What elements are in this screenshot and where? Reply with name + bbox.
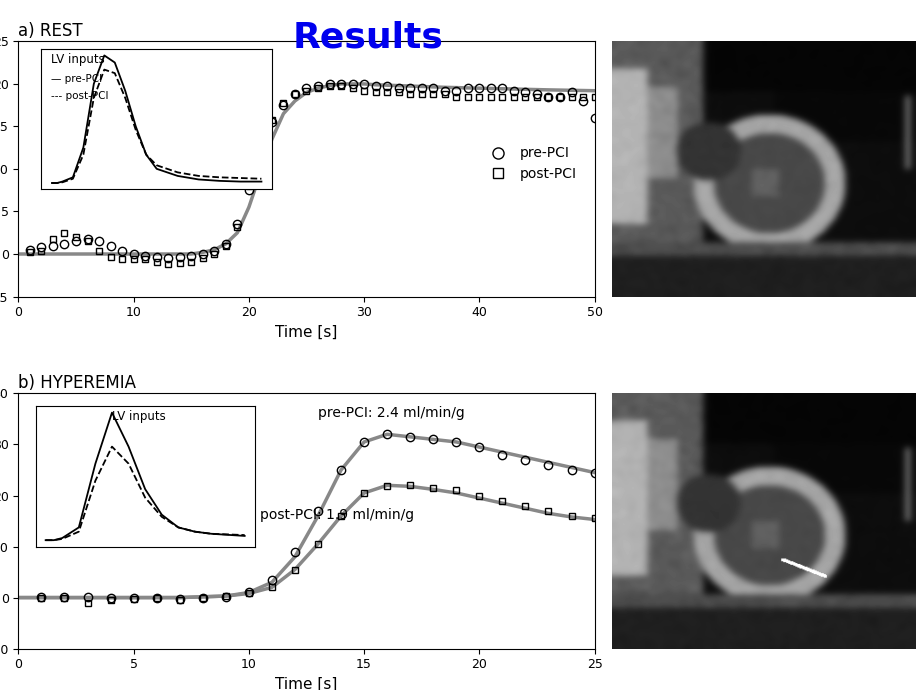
X-axis label: Time [s]: Time [s]: [275, 325, 337, 339]
Legend: pre-PCI, post-PCI: pre-PCI, post-PCI: [479, 141, 581, 187]
Text: pre-PCI: 2.4 ml/min/g: pre-PCI: 2.4 ml/min/g: [318, 406, 464, 420]
Text: a) REST: a) REST: [18, 22, 83, 40]
Text: b) HYPEREMIA: b) HYPEREMIA: [18, 374, 136, 392]
X-axis label: Time [s]: Time [s]: [275, 677, 337, 690]
Text: post-PCI: 1.9 ml/min/g: post-PCI: 1.9 ml/min/g: [260, 509, 414, 522]
Text: Results: Results: [292, 21, 443, 55]
